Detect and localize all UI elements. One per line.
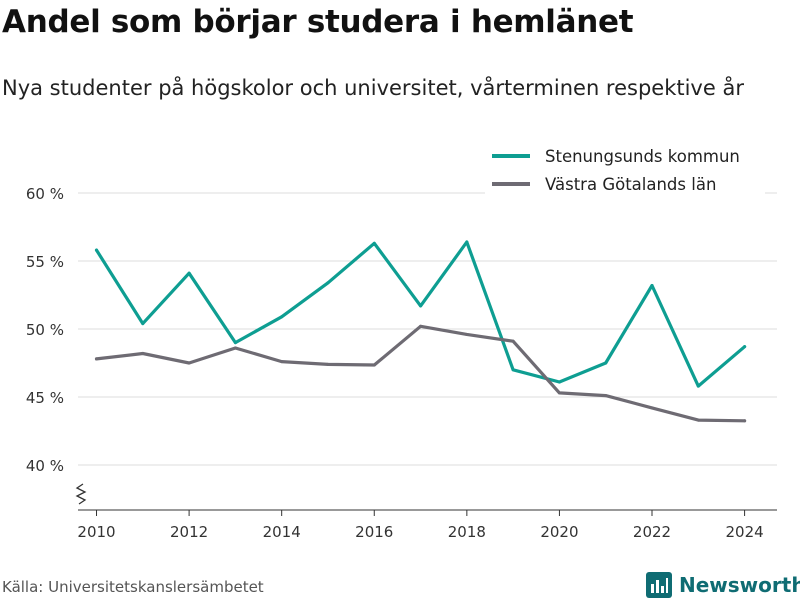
data-point xyxy=(141,322,145,326)
chart-subtitle: Nya studenter på högskolor och universit… xyxy=(2,76,744,100)
data-point xyxy=(326,281,330,285)
x-tick-label: 2018 xyxy=(448,523,486,541)
x-axis: 2010 2012 2014 2016 2018 2020 2022 2024 xyxy=(75,483,777,541)
data-point xyxy=(604,361,608,365)
x-tick-label: 2012 xyxy=(170,523,208,541)
data-point xyxy=(511,339,515,343)
data-point xyxy=(280,315,284,319)
data-point xyxy=(372,363,376,367)
data-point xyxy=(743,419,747,423)
data-point xyxy=(650,406,654,410)
x-tick-label: 2014 xyxy=(263,523,301,541)
series-line-1 xyxy=(94,240,747,388)
data-point xyxy=(604,394,608,398)
data-point xyxy=(372,241,376,245)
source-note: Källa: Universitetskanslersämbetet xyxy=(2,578,264,596)
data-point xyxy=(419,304,423,308)
x-tick-label: 2020 xyxy=(540,523,578,541)
series-line-2 xyxy=(94,324,747,423)
data-point xyxy=(141,351,145,355)
data-point xyxy=(465,240,469,244)
data-point xyxy=(465,332,469,336)
legend-label: Stenungsunds kommun xyxy=(545,147,740,166)
data-point xyxy=(326,362,330,366)
data-point xyxy=(187,361,191,365)
data-point xyxy=(187,271,191,275)
data-point xyxy=(696,384,700,388)
axis-break-icon xyxy=(75,483,87,505)
data-point xyxy=(419,324,423,328)
data-point xyxy=(95,248,99,252)
data-point xyxy=(233,341,237,345)
y-tick-label: 60 % xyxy=(26,185,64,203)
data-point xyxy=(95,357,99,361)
y-axis-tick-labels: 40 % 45 % 50 % 55 % 60 % xyxy=(26,185,64,475)
data-point xyxy=(511,368,515,372)
legend-label: Västra Götalands län xyxy=(545,175,716,194)
y-tick-label: 45 % xyxy=(26,389,64,407)
y-tick-label: 55 % xyxy=(26,253,64,271)
data-point xyxy=(696,418,700,422)
newsworthy-logo-icon xyxy=(646,572,672,598)
data-point xyxy=(280,360,284,364)
brand-logo: Newsworthy xyxy=(646,570,800,600)
x-tick-label: 2024 xyxy=(726,523,764,541)
data-point xyxy=(743,345,747,349)
y-tick-label: 40 % xyxy=(26,457,64,475)
x-tick-label: 2022 xyxy=(633,523,671,541)
chart-title: Andel som börjar studera i hemlänet xyxy=(2,4,634,40)
series-lines xyxy=(94,240,747,423)
data-point xyxy=(233,346,237,350)
y-tick-label: 50 % xyxy=(26,321,64,339)
brand-name: Newsworthy xyxy=(679,573,800,597)
data-point xyxy=(557,391,561,395)
x-tick-label: 2010 xyxy=(77,523,115,541)
data-point xyxy=(557,380,561,384)
x-tick-label: 2016 xyxy=(355,523,393,541)
legend-background xyxy=(485,140,765,196)
data-point xyxy=(650,283,654,287)
legend: Stenungsunds kommun Västra Götalands län xyxy=(485,140,765,196)
